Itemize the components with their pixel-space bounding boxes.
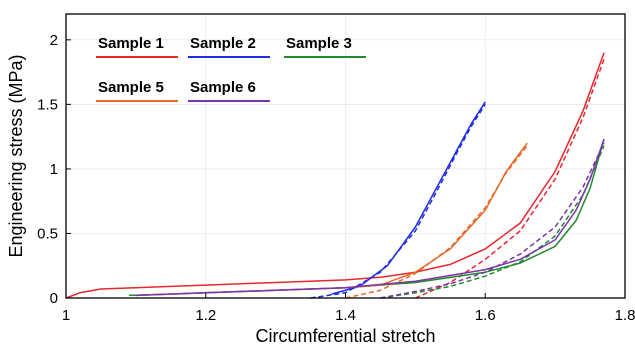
sample-3-fit-line: [380, 145, 605, 299]
y-tick-label: 1.5: [37, 96, 58, 113]
y-tick-label: 1: [50, 161, 58, 178]
x-axis-label: Circumferential stretch: [255, 326, 435, 346]
y-tick-label: 2: [50, 32, 58, 49]
legend: Sample 1 Sample 2 Sample 3 Sample 5 Sample 6: [96, 35, 366, 102]
sample-6-line: [135, 138, 605, 297]
y-tick-label: 0: [50, 290, 58, 307]
legend-label-sample-5: Sample 5: [98, 79, 164, 96]
y-axis-label: Engineering stress (MPa): [6, 54, 26, 257]
legend-label-sample-3: Sample 3: [286, 35, 352, 52]
axis-ticks: 1 1.2 1.4 1.6 1.8 0 0.5 1 1.5 2: [37, 32, 635, 324]
x-tick-label: 1.8: [615, 307, 635, 324]
sample-2-line: [331, 101, 486, 295]
sample-2-fit-line: [310, 103, 486, 299]
sample-5-fit-line: [345, 145, 528, 299]
plot-lines: [65, 52, 605, 299]
x-tick-label: 1.2: [195, 307, 216, 324]
sample-1-line: [65, 52, 605, 299]
legend-label-sample-2: Sample 2: [190, 35, 256, 52]
legend-label-sample-1: Sample 1: [98, 35, 164, 52]
sample-3-line: [128, 138, 605, 297]
x-tick-label: 1.6: [475, 307, 496, 324]
y-tick-label: 0.5: [37, 225, 58, 242]
x-tick-label: 1.4: [335, 307, 356, 324]
sample-6-fit-line: [380, 142, 605, 299]
legend-label-sample-6: Sample 6: [190, 79, 256, 96]
x-tick-label: 1: [62, 307, 70, 324]
